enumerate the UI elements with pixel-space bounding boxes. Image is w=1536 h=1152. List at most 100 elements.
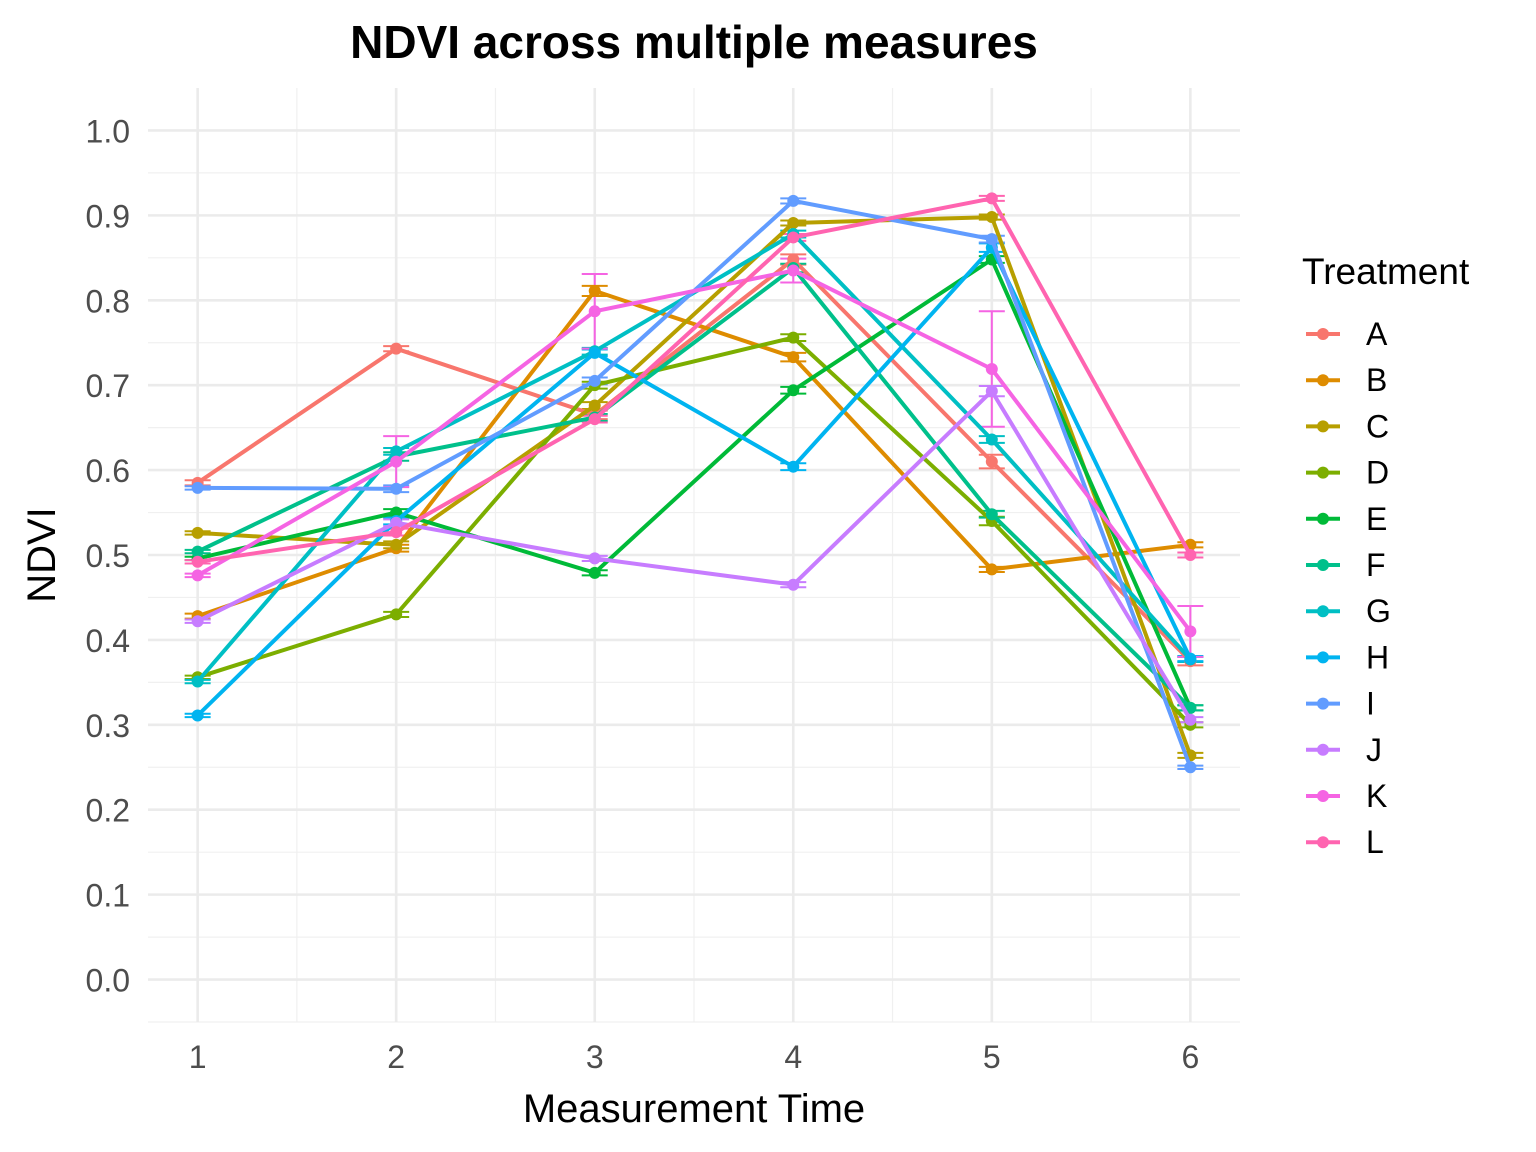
legend-item-C: C [1306, 408, 1389, 444]
series-line-D [196, 335, 1192, 727]
legend-label: B [1366, 362, 1387, 398]
y-tick-label: 0.0 [86, 963, 130, 999]
data-point-B [985, 563, 998, 576]
legend-key-point [1317, 605, 1329, 618]
legend-label: C [1366, 408, 1389, 444]
data-point-K [787, 264, 800, 277]
legend-item-I: I [1306, 686, 1375, 722]
y-tick-label: 0.4 [86, 623, 130, 659]
data-point-D [390, 608, 403, 621]
data-point-C [787, 217, 800, 230]
y-tick-label: 1.0 [86, 113, 130, 149]
series-line-F [196, 266, 1192, 710]
series-K [191, 264, 1197, 638]
series-line-H [196, 245, 1193, 717]
y-tick-label: 0.8 [86, 283, 130, 319]
data-point-A [985, 455, 998, 468]
legend-label: K [1366, 778, 1387, 814]
data-point-A [390, 342, 403, 355]
x-tick-label: 5 [983, 1039, 1001, 1075]
y-tick-label: 0.2 [86, 793, 130, 829]
legend-item-G: G [1306, 593, 1391, 629]
legend-key-point [1317, 466, 1329, 479]
data-point-J [588, 552, 601, 565]
series-line-L [197, 196, 1193, 564]
legend-label: H [1366, 639, 1389, 675]
y-axis-label: NDVI [20, 507, 64, 603]
data-point-J [191, 615, 204, 628]
legend-label: I [1366, 686, 1375, 722]
data-point-J [985, 385, 998, 398]
series-line-C [197, 215, 1193, 757]
data-point-B [588, 284, 601, 297]
legend-item-K: K [1306, 778, 1387, 814]
data-point-I [191, 481, 204, 494]
data-point-J [787, 578, 800, 591]
y-tick-label: 0.3 [86, 708, 130, 744]
y-tick-label: 0.6 [86, 453, 130, 489]
x-tick-label: 1 [189, 1039, 207, 1075]
data-point-F [191, 545, 204, 558]
legend-key-point [1317, 743, 1329, 756]
data-point-L [390, 526, 403, 539]
data-point-K [1184, 625, 1197, 638]
data-point-L [985, 192, 998, 205]
data-point-G [985, 433, 998, 446]
x-axis-label: Measurement Time [523, 1087, 865, 1131]
legend-label: A [1366, 316, 1388, 352]
series-C [191, 211, 1197, 762]
data-point-D [787, 331, 800, 344]
legend-item-L: L [1306, 824, 1384, 860]
legend-label: J [1366, 732, 1382, 768]
data-point-E [588, 566, 601, 579]
y-tick-label: 0.1 [86, 878, 130, 914]
data-point-A [787, 253, 800, 266]
y-tick-label: 0.9 [86, 198, 130, 234]
chart-title: NDVI across multiple measures [350, 16, 1038, 68]
series-line-K [196, 268, 1192, 633]
series-lines [191, 192, 1197, 774]
legend-key-point [1317, 790, 1329, 802]
data-point-J [390, 516, 403, 529]
axes: 0.0 0.1 0.2 0.3 0.4 0.5 0.6 0.7 0.8 0.9 1.0 1 2 3 4 5 6 [86, 113, 1200, 1075]
legend-label: G [1366, 593, 1391, 629]
series-line-B [196, 288, 1191, 618]
data-point-H [1184, 652, 1197, 665]
x-tick-label: 6 [1181, 1039, 1199, 1075]
data-point-E [787, 384, 800, 397]
legend-item-D: D [1306, 455, 1389, 491]
data-point-H [191, 709, 204, 722]
series-line-E [197, 257, 1193, 709]
legend-key-point [1317, 512, 1329, 525]
legend-key-point [1317, 328, 1329, 340]
data-point-I [588, 374, 601, 387]
x-tick-label: 4 [784, 1039, 802, 1075]
data-point-I [1184, 761, 1197, 774]
x-tick-label: 2 [387, 1039, 405, 1075]
y-tick-label: 0.7 [86, 368, 130, 404]
legend-item-A: A [1306, 316, 1388, 352]
legend-title: Treatment [1302, 251, 1470, 292]
data-point-I [985, 233, 998, 246]
data-point-H [787, 460, 800, 473]
data-point-L [191, 555, 204, 568]
legend-item-J: J [1306, 732, 1382, 768]
y-tick-label: 0.5 [86, 538, 130, 574]
data-point-I [787, 194, 800, 207]
series-line-A [196, 257, 1192, 663]
data-point-L [787, 231, 800, 244]
data-point-K [191, 569, 204, 582]
data-point-G [191, 675, 204, 688]
data-point-C [191, 526, 204, 539]
legend-key-point [1317, 651, 1329, 664]
legend-label: L [1366, 824, 1384, 860]
legend-item-F: F [1306, 547, 1386, 583]
data-point-K [985, 363, 998, 376]
legend-key-point [1317, 836, 1329, 849]
legend-key-point [1317, 420, 1329, 433]
legend-item-B: B [1306, 362, 1387, 398]
